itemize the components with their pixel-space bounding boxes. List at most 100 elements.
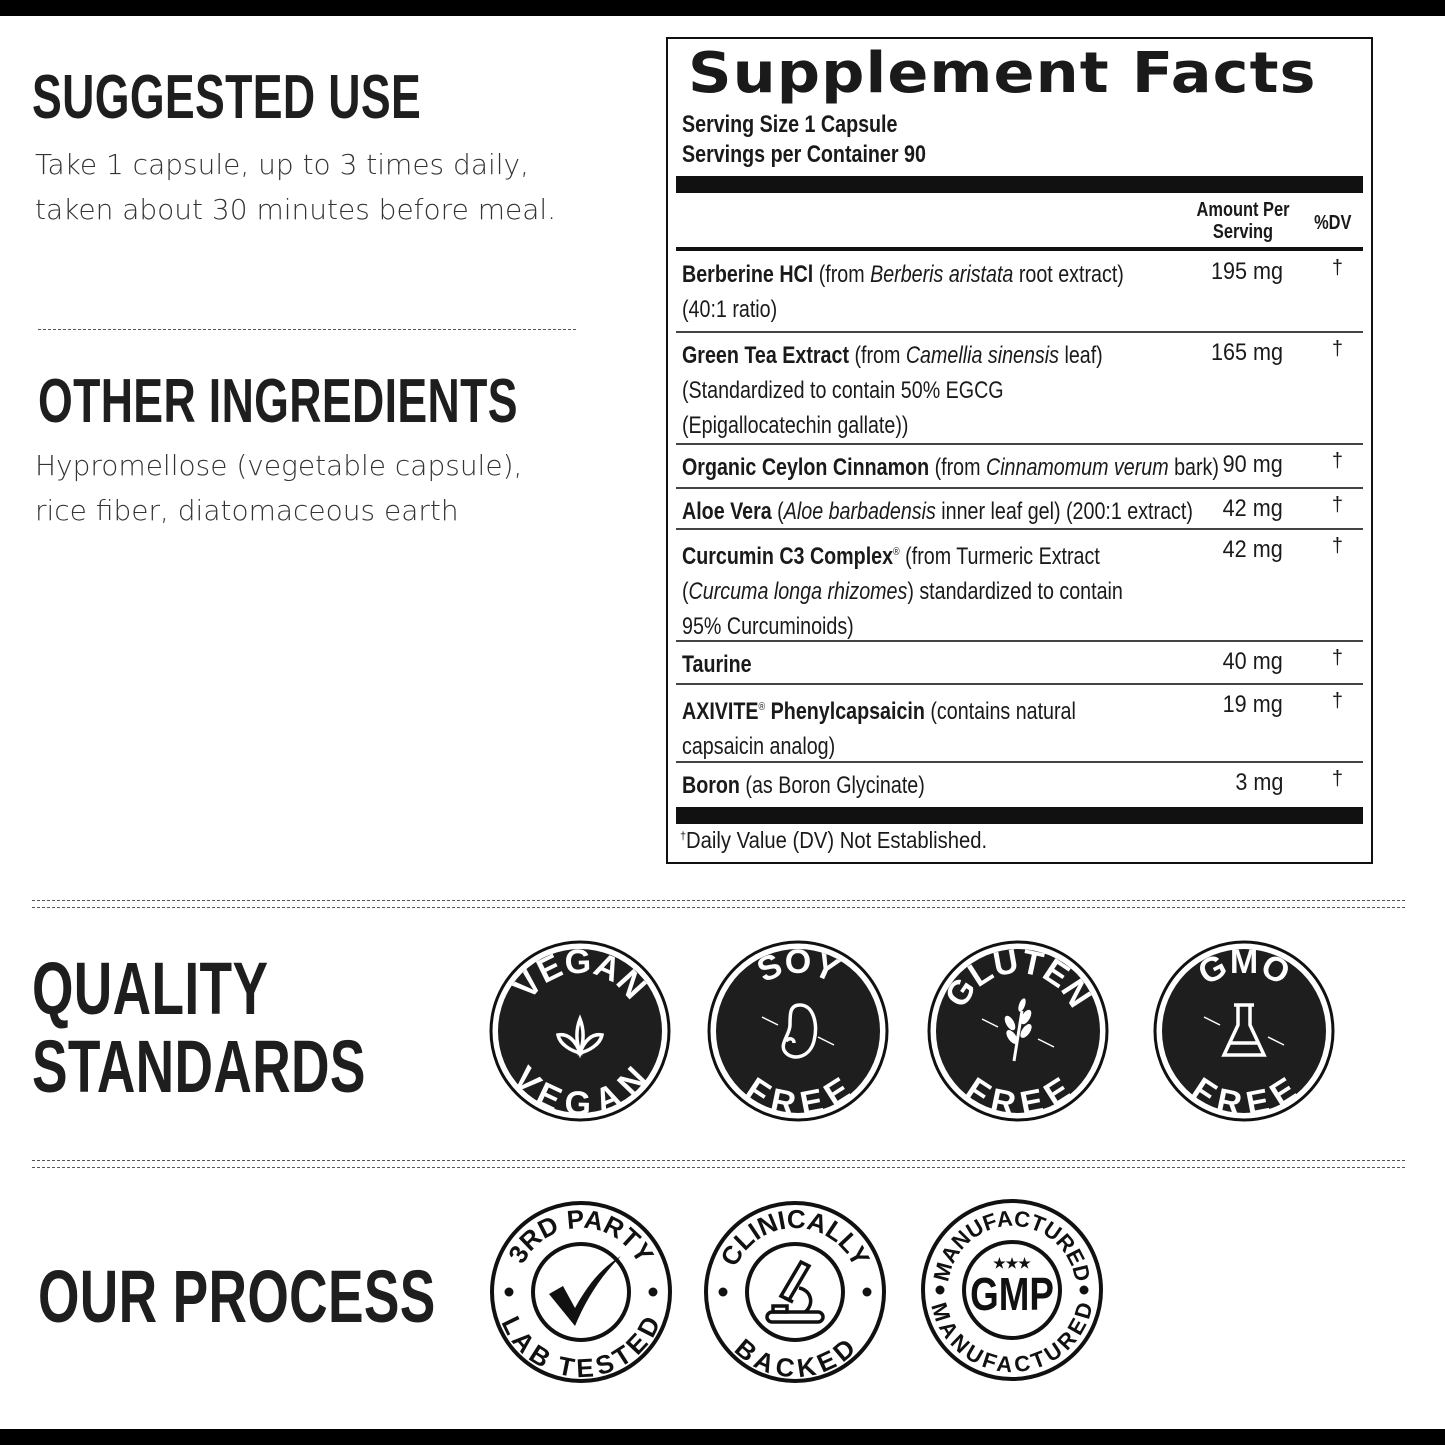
ingredient-amount: 195 mg (1210, 258, 1283, 285)
ingredient-text: ® (893, 546, 900, 558)
flask-icon (1203, 1003, 1285, 1057)
ingredient-row: Boron (as Boron Glycinate) 3 mg † (676, 762, 1363, 807)
servings-per-container-text: Servings per Container 90 (682, 141, 926, 168)
ingredient-text: Boron (682, 772, 740, 799)
bottom-border (0, 1429, 1445, 1445)
thick-divider (676, 176, 1363, 193)
col-amount-line: Serving (1212, 221, 1274, 243)
ingredient-name: Curcumin C3 Complex® (from Turmeric Extr… (682, 535, 1322, 644)
divider (32, 900, 1405, 901)
row-divider (676, 331, 1363, 333)
ingredient-row: Aloe Vera (Aloe barbadensis inner leaf g… (676, 488, 1363, 530)
ingredient-name: Taurine (682, 647, 1322, 682)
ingredient-text: ® (758, 701, 766, 713)
ingredient-name: Organic Ceylon Cinnamon (from Cinnamomum… (682, 450, 1322, 485)
ingredient-amount: 19 mg (1222, 691, 1283, 718)
row-divider (676, 683, 1363, 685)
supplement-facts-title: Supplement Facts (688, 41, 1317, 106)
ingredient-text: (from (848, 342, 906, 369)
ingredient-dv: † (1331, 690, 1343, 712)
ingredient-amount: 165 mg (1210, 339, 1283, 366)
row-divider (676, 443, 1363, 445)
divider (38, 329, 576, 330)
ingredient-text: Cinnamomum verum (985, 454, 1169, 481)
ingredient-text: AXIVITE (682, 698, 759, 725)
row-divider (676, 528, 1363, 530)
ingredient-amount: 42 mg (1222, 536, 1283, 563)
ingredient-dv: † (1331, 768, 1343, 790)
our_process-badge: 3RD PARTY LAB TESTED (486, 1197, 676, 1392)
ingredient-amount: 90 mg (1222, 451, 1283, 478)
ingredient-text: Taurine (682, 651, 752, 678)
suggested-use-heading: SUGGESTED USE (32, 63, 422, 132)
ingredient-text: (from (813, 261, 871, 288)
wheat-icon (981, 998, 1055, 1062)
microscope-icon (765, 1259, 825, 1324)
quality-standards-heading: QUALITY STANDARDS (32, 950, 366, 1106)
heading-line: STANDARDS (32, 1025, 366, 1108)
ingredient-text: (from (929, 454, 986, 481)
dv-header: %DV (1308, 212, 1358, 234)
quality_standards-badge: VEGAN VEGAN (485, 936, 675, 1131)
other-ingredients-line: rice fiber, diatomaceous earth (35, 494, 459, 527)
ingredient-name: Green Tea Extract (from Camellia sinensi… (682, 338, 1322, 443)
col-amount-line: Amount Per (1196, 199, 1290, 221)
supplement-facts-panel: Supplement Facts Serving Size 1 Capsule … (666, 37, 1373, 864)
quality_standards-badge: GLUTEN FREE (923, 936, 1113, 1131)
bean-icon (761, 1003, 835, 1059)
our_process-badge: CLINICALLY BACKED (700, 1197, 890, 1392)
ingredient-text: (as Boron Glycinate) (739, 772, 925, 799)
ingredient-row: AXIVITE® Phenylcapsaicin (contains natur… (676, 684, 1363, 763)
ingredient-text: Berberine HCl (682, 261, 814, 288)
ingredient-row: Berberine HCl (from Berberis aristata ro… (676, 251, 1363, 333)
divider (32, 1160, 1405, 1161)
ingredient-amount: 3 mg (1234, 769, 1283, 796)
top-border (0, 0, 1445, 16)
ingredient-text: (from Turmeric Extract ( (682, 543, 1100, 605)
ingredient-name: Aloe Vera (Aloe barbadensis inner leaf g… (682, 494, 1322, 529)
servings-per-container: Servings per Container 90 (682, 141, 979, 169)
footnote-text: Daily Value (DV) Not Established. (686, 827, 988, 853)
other-ingredients-heading: OTHER INGREDIENTS (38, 367, 518, 436)
ingredient-row: Organic Ceylon Cinnamon (from Cinnamomum… (676, 444, 1363, 489)
row-divider (676, 640, 1363, 642)
ingredient-text: Green Tea Extract (682, 342, 849, 369)
suggested-use-line: taken about 30 minutes before meal. (35, 193, 557, 226)
stars: ★★★ (993, 1255, 1031, 1271)
ingredient-text: Curcumin C3 Complex (682, 543, 894, 570)
serving-size: Serving Size 1 Capsule (682, 111, 945, 139)
heading-line: QUALITY (32, 947, 269, 1030)
row-divider (676, 487, 1363, 489)
checkmark-icon (549, 1256, 621, 1326)
ingredient-dv: † (1331, 450, 1343, 472)
ingredient-text: leaf) (Standardized to contain 50% EGCG … (682, 342, 1103, 439)
ingredient-text: Curcuma longa rhizomes (688, 578, 908, 605)
ingredient-text: Phenylcapsaicin (765, 698, 925, 725)
ingredient-text: Aloe barbadensis (783, 498, 936, 525)
suggested-use-line: Take 1 capsule, up to 3 times daily, (35, 148, 530, 181)
divider (32, 1167, 1405, 1168)
ingredient-text: ) standardized to contain 95% Curcuminoi… (682, 578, 1123, 640)
other-ingredients-text: Hypromellose (vegetable capsule), rice f… (35, 443, 522, 533)
ingredient-text: inner leaf gel) (200:1 extract) (935, 498, 1193, 525)
ingredient-text: ( (771, 498, 784, 525)
ingredient-dv: † (1331, 338, 1343, 360)
ingredient-text: (contains natural capsaicin analog) (682, 698, 1076, 760)
ingredient-dv: † (1331, 647, 1343, 669)
ingredient-text: root extract) (40:1 ratio) (682, 261, 1124, 323)
ingredient-dv: † (1331, 535, 1343, 557)
serving-size-text: Serving Size 1 Capsule (682, 111, 898, 138)
dv-header-text: %DV (1314, 212, 1352, 234)
ingredient-text: Berberis aristata (870, 261, 1014, 288)
ingredient-text: Organic Ceylon Cinnamon (682, 454, 930, 481)
ingredient-text: bark) (1168, 454, 1219, 481)
suggested-use-text: Take 1 capsule, up to 3 times daily, tak… (35, 142, 556, 232)
row-divider (676, 761, 1363, 763)
amount-per-serving-header: Amount Per Serving (1183, 199, 1303, 243)
ingredient-row: Green Tea Extract (from Camellia sinensi… (676, 332, 1363, 445)
ingredient-name: Boron (as Boron Glycinate) (682, 768, 1322, 803)
ingredient-amount: 42 mg (1222, 495, 1283, 522)
our-process-heading: OUR PROCESS (38, 1255, 436, 1338)
ingredient-text: Aloe Vera (682, 498, 772, 525)
ingredient-dv: † (1331, 257, 1343, 279)
